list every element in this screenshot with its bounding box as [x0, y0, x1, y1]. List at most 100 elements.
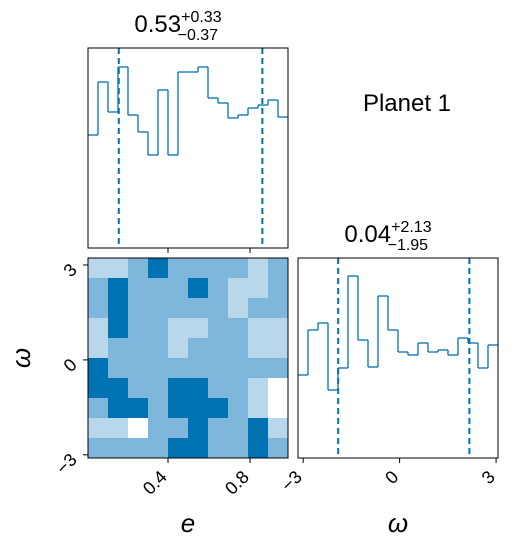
panel-frame	[297, 257, 499, 459]
density-cell	[248, 298, 269, 319]
density-cell	[168, 318, 189, 339]
panel-title: 0.53+0.33 −0.37	[134, 9, 221, 44]
density-cell	[228, 358, 249, 379]
density-cell	[148, 418, 169, 439]
density-cell	[88, 278, 109, 299]
density-cell	[268, 278, 289, 299]
density-cell	[128, 278, 149, 299]
density-cell	[208, 318, 229, 339]
density-cell	[88, 318, 109, 339]
density-cell	[188, 378, 209, 399]
density-cell	[168, 398, 189, 419]
title-value: 0.04	[344, 221, 391, 248]
density-cell	[148, 258, 169, 279]
density-cell	[228, 278, 249, 299]
density-cell	[208, 338, 229, 359]
y-axis-label: ω	[6, 348, 36, 368]
density-cell	[268, 298, 289, 319]
density-cell	[108, 338, 129, 359]
density-cell	[208, 378, 229, 399]
density-cell	[228, 258, 249, 279]
density-cell	[208, 298, 229, 319]
density-cell	[188, 278, 209, 299]
density-cell	[148, 438, 169, 459]
density-cell	[128, 258, 149, 279]
y-tick-label: 3	[60, 260, 81, 281]
density-cell	[148, 338, 169, 359]
density-cell	[88, 378, 109, 399]
density-cell	[128, 318, 149, 339]
x-tick-label: 0.8	[221, 467, 253, 499]
density-cell	[248, 278, 269, 299]
density-cell	[248, 338, 269, 359]
density-cell	[128, 418, 149, 439]
density-cell	[168, 378, 189, 399]
density-cell	[108, 258, 129, 279]
x-tick-label: 0.4	[139, 467, 171, 499]
density-cell	[268, 418, 289, 439]
density-cell	[268, 338, 289, 359]
density-cell	[248, 258, 269, 279]
density-cell	[168, 298, 189, 319]
density-cell	[148, 378, 169, 399]
density-cell	[88, 438, 109, 459]
density-cell	[148, 398, 169, 419]
density-cell	[228, 378, 249, 399]
density-cell	[108, 438, 129, 459]
density-cell	[188, 418, 209, 439]
density-cell	[208, 258, 229, 279]
title-value: 0.53	[134, 11, 181, 38]
title-upper: +0.33	[181, 9, 222, 26]
density-cell	[108, 278, 129, 299]
density-cell	[108, 298, 129, 319]
density-cell	[168, 438, 189, 459]
density-cell	[168, 258, 189, 279]
density-cell	[268, 398, 289, 419]
density-cell	[128, 298, 149, 319]
density-cell	[148, 318, 169, 339]
density-cell	[128, 358, 149, 379]
density-cell	[108, 318, 129, 339]
density-cell	[128, 398, 149, 419]
density-cell	[88, 258, 109, 279]
density-cell	[188, 258, 209, 279]
x-tick-label: 0	[381, 467, 402, 488]
density-cell	[108, 418, 129, 439]
density-cell	[128, 438, 149, 459]
density-cell	[268, 358, 289, 379]
title-lower: −1.95	[388, 237, 429, 254]
density-cell	[268, 438, 289, 459]
density-cell	[168, 278, 189, 299]
y-tick-label: 0	[60, 355, 81, 376]
density-cell	[248, 438, 269, 459]
density-cell	[248, 318, 269, 339]
density-cell	[208, 358, 229, 379]
density-cell	[248, 398, 269, 419]
density-cell	[88, 418, 109, 439]
density-cell	[88, 338, 109, 359]
density-cell	[148, 278, 169, 299]
density-cell	[88, 398, 109, 419]
density-cell	[248, 418, 269, 439]
density-cell	[188, 318, 209, 339]
density-cell	[148, 298, 169, 319]
density-cell	[208, 398, 229, 419]
annotation: Planet 1	[363, 90, 451, 117]
density-cell	[168, 418, 189, 439]
density-cell	[208, 418, 229, 439]
density-cell	[228, 318, 249, 339]
panel-frame	[87, 257, 289, 459]
density-cell	[268, 378, 289, 399]
y-tick-label: −3	[52, 450, 81, 479]
density-cell	[208, 278, 229, 299]
x-tick-label: 3	[478, 467, 499, 488]
density-cell	[108, 398, 129, 419]
density-cell	[188, 398, 209, 419]
density-cell	[108, 378, 129, 399]
density-cell	[248, 358, 269, 379]
density-cell	[168, 358, 189, 379]
density-cell	[168, 338, 189, 359]
density-cell	[208, 438, 229, 459]
density-cell	[228, 298, 249, 319]
